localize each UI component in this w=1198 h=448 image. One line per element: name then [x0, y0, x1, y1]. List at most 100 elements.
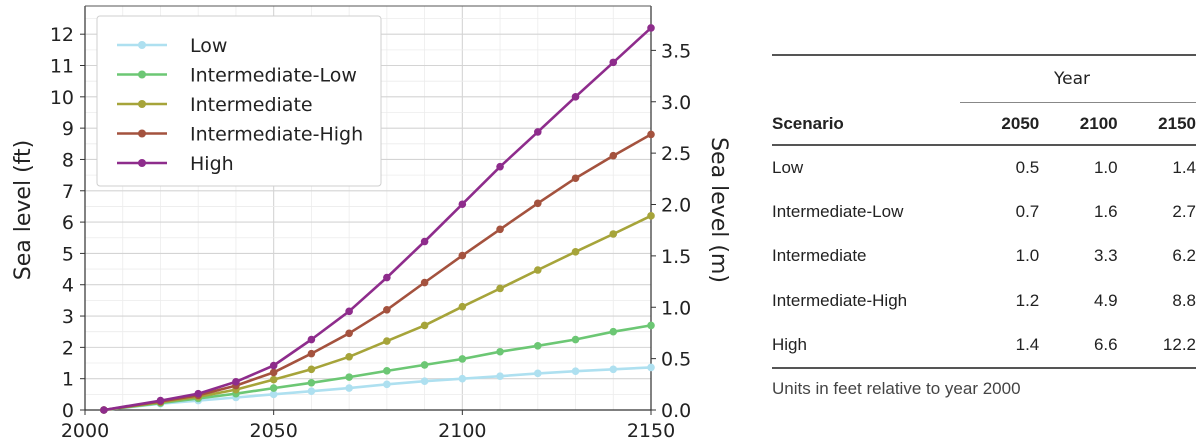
data-point	[269, 368, 278, 377]
data-point	[496, 347, 504, 356]
cell-2150: 1.4	[1172, 157, 1196, 177]
data-point	[458, 200, 467, 209]
y-tick-label: 5	[62, 243, 74, 265]
cell-scenario: Intermediate-Low	[772, 201, 904, 221]
data-point	[609, 58, 618, 67]
data-point	[269, 361, 278, 370]
data-point	[383, 367, 391, 375]
table-units-note: Units in feet relative to year 2000	[772, 378, 1021, 398]
cell-scenario: Intermediate	[772, 246, 867, 266]
data-point	[100, 406, 108, 414]
data-point	[307, 378, 316, 387]
col-header-2150: 2150	[1117, 103, 1196, 146]
table-top-rule	[772, 54, 1196, 56]
data-point	[534, 199, 542, 208]
data-point	[232, 378, 240, 386]
data-point	[307, 365, 316, 374]
legend-label: Intermediate	[190, 94, 313, 116]
legend-swatch-point	[138, 129, 146, 138]
legend-label: Intermediate-High	[190, 124, 363, 146]
data-point	[458, 302, 467, 311]
col-header-2050: 2050	[960, 103, 1040, 146]
data-point	[534, 341, 542, 350]
data-point	[307, 349, 316, 358]
data-point	[345, 384, 353, 392]
axes: 01234567891011120.00.51.01.52.02.53.03.5…	[50, 5, 691, 442]
y-tick-label: 4	[62, 275, 74, 297]
sea-level-chart: 01234567891011120.00.51.01.52.02.53.03.5…	[11, 5, 731, 442]
y-tick-label: 8	[62, 149, 74, 171]
data-point	[383, 273, 391, 282]
data-point	[534, 369, 542, 378]
data-point	[647, 363, 655, 372]
data-point	[345, 307, 353, 316]
y2-tick-label: 1.0	[661, 297, 691, 319]
x-tick-label: 2150	[627, 420, 675, 442]
legend-label: Low	[190, 35, 227, 57]
data-point	[496, 162, 504, 171]
data-point	[345, 373, 353, 381]
cell-2050: 0.5	[1015, 157, 1040, 177]
data-point	[383, 380, 391, 389]
data-point	[383, 337, 391, 345]
legend: Low Intermediate-Low Intermediate Intermedi…	[96, 15, 382, 187]
cell-2150: 8.8	[1172, 290, 1196, 310]
y2-tick-label: 0.0	[661, 400, 691, 422]
x-tick-label: 2000	[61, 420, 109, 442]
legend-swatch-point	[138, 100, 146, 108]
data-point	[609, 365, 618, 374]
x-tick-label: 2100	[438, 420, 486, 442]
data-point	[609, 151, 618, 160]
data-point	[571, 93, 580, 101]
cell-2100: 1.6	[1093, 201, 1118, 221]
cell-2050: 1.0	[1015, 246, 1040, 266]
scenario-table-block: Year Scenario 2050 2100 2150 Low 0.5 1.0…	[772, 54, 1196, 399]
col-header-2100: 2100	[1039, 103, 1118, 146]
x-tick-label: 2050	[249, 420, 297, 442]
cell-scenario: Low	[772, 157, 804, 177]
y-tick-label: 3	[62, 306, 74, 328]
data-point	[496, 284, 504, 293]
data-point	[571, 174, 580, 183]
legend-label: Intermediate-Low	[190, 65, 357, 87]
y-tick-label: 2	[62, 337, 74, 359]
scenario-table: Scenario 2050 2100 2150 Low 0.5 1.0 1.4 …	[772, 103, 1196, 369]
data-point	[458, 374, 467, 383]
cell-2100: 4.9	[1093, 290, 1118, 310]
data-point	[534, 128, 542, 136]
data-point	[269, 375, 278, 384]
series-lines	[100, 24, 655, 414]
data-point	[647, 321, 655, 330]
y-tick-label: 12	[50, 24, 74, 46]
data-point	[420, 377, 429, 385]
cell-2050: 0.7	[1015, 201, 1040, 221]
data-point	[534, 266, 542, 274]
y2-tick-label: 2.0	[661, 195, 691, 217]
y2-tick-label: 1.5	[661, 246, 691, 268]
data-point	[647, 212, 655, 220]
col-header-scenario: Scenario	[772, 103, 961, 146]
data-point	[458, 251, 467, 260]
legend-swatch-point	[138, 70, 146, 79]
cell-2150: 12.2	[1117, 323, 1196, 369]
data-point	[156, 396, 165, 405]
data-point	[571, 248, 580, 256]
legend-swatch-point	[138, 159, 146, 167]
y-tick-label: 10	[50, 87, 74, 109]
data-point	[571, 367, 580, 375]
cell-2150: 6.2	[1172, 246, 1196, 266]
table-row: High 1.4 6.6 12.2	[772, 323, 1196, 369]
cell-2050: 1.4	[960, 323, 1040, 369]
cell-2150: 2.7	[1172, 201, 1196, 221]
data-point	[269, 390, 278, 399]
data-point	[383, 305, 391, 314]
y-tick-label: 0	[62, 400, 74, 422]
data-point	[420, 321, 429, 330]
data-point	[194, 389, 202, 398]
data-point	[420, 278, 429, 287]
y-axis-label: Sea level (ft)	[11, 140, 36, 280]
y-tick-label: 1	[62, 369, 74, 391]
table-row: Intermediate 1.0 3.3 6.2	[772, 234, 1196, 279]
y2-tick-label: 2.5	[661, 143, 691, 165]
cell-scenario: Intermediate-High	[772, 290, 908, 310]
